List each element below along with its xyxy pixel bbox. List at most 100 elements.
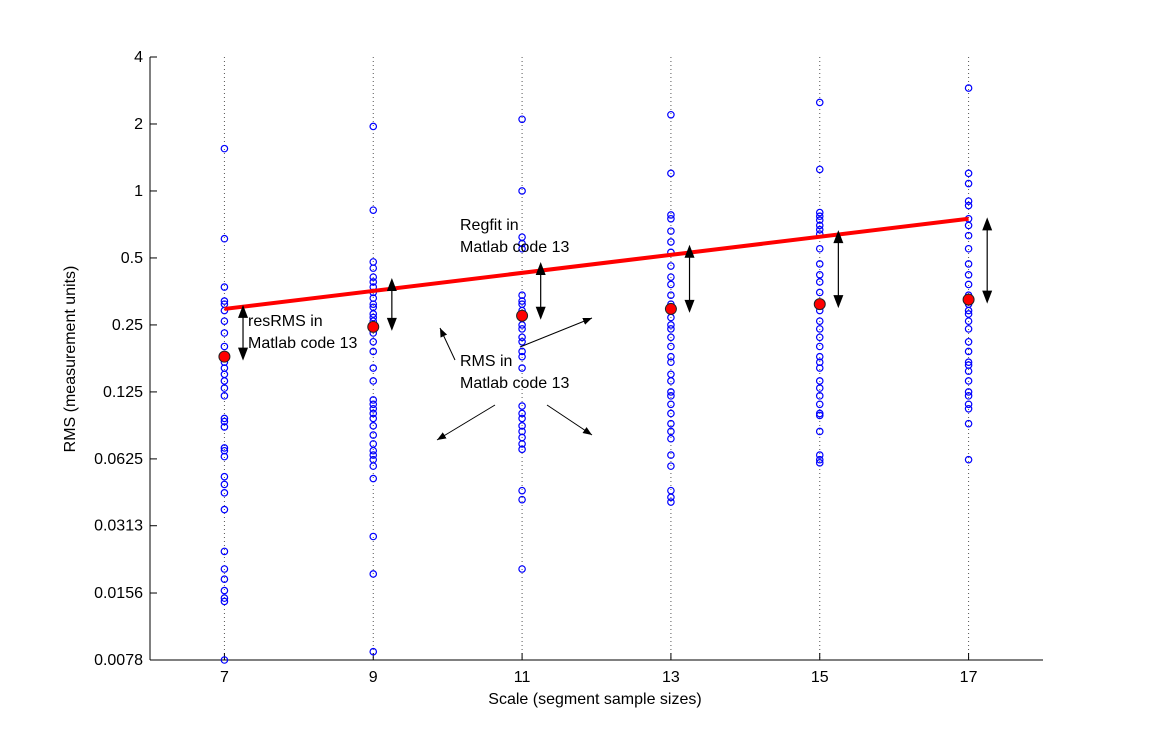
rms-point-9-34 (369, 532, 378, 541)
x-tick-label-11: 11 (514, 669, 531, 686)
mean-rms-point-9 (367, 320, 380, 333)
rms-point-13-30 (667, 486, 675, 495)
mean-rms-points (218, 293, 975, 363)
rms-point-11-26 (518, 495, 526, 504)
rms-point-13-22 (667, 392, 675, 400)
rms-point-13-2 (667, 211, 675, 219)
rms-point-11-6 (518, 297, 526, 305)
rms-point-13-25 (667, 419, 675, 428)
rms-point-15-1 (815, 165, 824, 174)
x-axis-ticks: 7 9 11 13 15 17 (220, 653, 978, 686)
y-tick-label-8: 2 (134, 116, 143, 133)
rms-point-13-5 (667, 238, 675, 246)
resrms-annotation-line-1: resRMS in (248, 313, 323, 330)
rms-point-13-29 (667, 462, 675, 470)
rms-point-7-17 (220, 417, 229, 426)
rms-point-15-4 (815, 216, 824, 224)
rms-point-7-14 (220, 384, 229, 392)
rms-point-15-19 (815, 352, 824, 361)
rms-point-13-15 (667, 333, 675, 342)
rms-point-9-36 (369, 647, 378, 656)
rms-point-11-12 (518, 333, 526, 342)
rms-point-15-16 (815, 325, 824, 333)
rms-point-7-22 (220, 472, 229, 481)
rms-point-13-3 (667, 214, 675, 223)
rms-point-9-30 (369, 451, 378, 459)
residual-arrow-bottom-head-5 (982, 290, 993, 304)
rms-point-9-29 (369, 446, 378, 455)
x-tick-label-7: 7 (220, 669, 229, 686)
rms-point-11-3 (518, 239, 526, 248)
y-tick-label-9: 4 (134, 49, 143, 66)
rms-point-9-32 (369, 462, 378, 470)
rms-point-15-0 (815, 98, 824, 107)
rms-points (220, 84, 973, 664)
rms-point-13-26 (667, 427, 675, 436)
x-tick-label-17: 17 (960, 669, 978, 686)
rms-point-11-23 (518, 440, 526, 448)
residual-arrow-top-head-0 (238, 304, 249, 318)
rms-point-13-14 (667, 325, 675, 333)
rms-point-17-16 (964, 317, 973, 325)
y-axis-ticks: 0.0078 0.0156 0.0313 0.0625 0.125 0.25 0.5 1 2 4 (94, 49, 157, 669)
rms-point-17-2 (964, 179, 973, 188)
rms-point-9-19 (369, 364, 378, 372)
rms-point-11-20 (518, 422, 526, 430)
mean-rms-point-13 (664, 302, 677, 315)
rms-point-17-25 (964, 392, 973, 400)
rms-point-15-6 (815, 225, 824, 234)
rms-point-13-18 (667, 358, 675, 367)
mean-rms-point-11 (516, 309, 529, 322)
y-tick-label-0: 0.0078 (94, 652, 143, 669)
rms-point-7-24 (220, 489, 229, 497)
rms-point-17-28 (964, 419, 973, 428)
residual-arrow-top-head-3 (684, 244, 695, 258)
rms-point-7-0 (220, 144, 229, 153)
rms-point-13-31 (667, 493, 675, 502)
mean-rms-point-7 (218, 350, 231, 363)
rms-point-13-16 (667, 342, 675, 351)
rms-point-9-25 (369, 414, 378, 423)
rms-point-17-7 (964, 231, 973, 240)
rms-point-17-11 (964, 280, 973, 289)
regfit-annotation-line-2: Matlab code 13 (460, 239, 570, 256)
rms-point-7-28 (220, 575, 229, 583)
residual-arrows (238, 217, 993, 361)
rms-point-9-12 (369, 313, 378, 322)
y-tick-label-7: 1 (134, 183, 143, 200)
y-tick-label-1: 0.0156 (94, 585, 143, 602)
rms-point-17-17 (964, 325, 973, 333)
rms-point-15-30 (815, 455, 824, 464)
rms-point-11-19 (518, 414, 526, 423)
rms-pointer-arrow-0 (439, 327, 456, 361)
rms-point-9-1 (369, 206, 378, 214)
rms-point-11-13 (518, 337, 526, 346)
rms-annotation-line-2: Matlab code 13 (460, 375, 570, 392)
rms-point-9-4 (369, 273, 378, 281)
rms-point-7-15 (220, 392, 229, 400)
rms-point-15-18 (815, 342, 824, 351)
rms-point-11-25 (518, 486, 526, 495)
rms-point-17-14 (964, 306, 973, 315)
rms-point-7-13 (220, 377, 229, 385)
residual-arrow-bottom-head-2 (535, 306, 546, 320)
residual-arrow-top-head-4 (833, 230, 844, 244)
rms-point-9-26 (369, 422, 378, 430)
rms-point-7-8 (220, 342, 229, 351)
rms-point-7-25 (220, 505, 229, 514)
rms-point-13-4 (667, 227, 675, 235)
rms-point-13-20 (667, 377, 675, 385)
x-tick-label-13: 13 (662, 669, 680, 686)
y-tick-label-2: 0.0313 (94, 518, 143, 535)
regfit-line (224, 216, 969, 311)
annotation-pointers (436, 317, 593, 441)
x-axis-label: Scale (segment sample sizes) (488, 691, 701, 708)
rms-point-9-0 (369, 122, 378, 131)
y-axis-label: RMS (measurement units) (62, 266, 79, 453)
rms-point-17-0 (964, 84, 973, 92)
rms-point-17-3 (964, 197, 973, 205)
rms-point-15-29 (815, 451, 824, 459)
rms-point-9-33 (369, 474, 378, 483)
rms-point-17-10 (964, 270, 973, 279)
rms-point-7-30 (220, 594, 229, 602)
